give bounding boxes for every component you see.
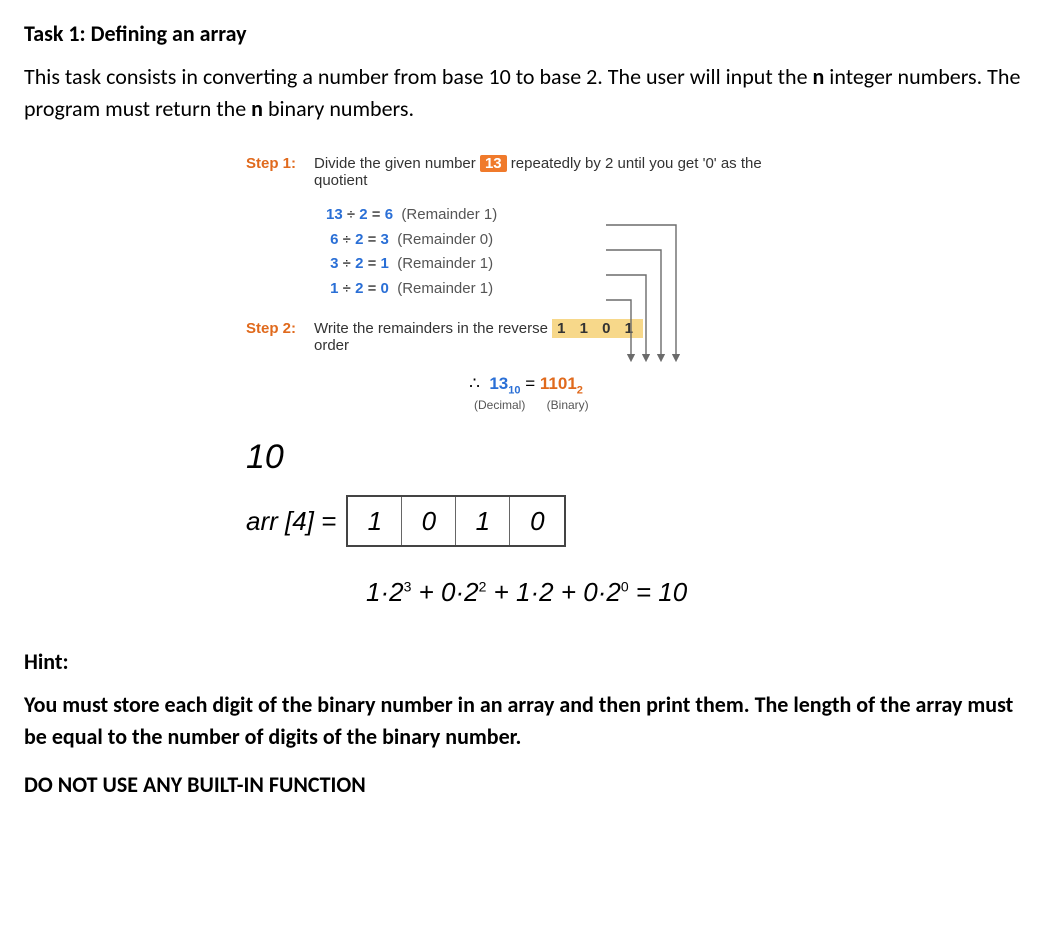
intro-n1: n (813, 63, 825, 90)
hand-ten: 10 (246, 438, 806, 477)
array-label: arr [4] = (246, 506, 336, 537)
div-a: 6 (330, 231, 338, 248)
step2-row: Step 2: Write the remainders in the reve… (246, 320, 806, 354)
div-r: (Remainder 1) (401, 206, 497, 223)
div-q: 1 (381, 255, 389, 272)
concl-decimal: 13 (489, 374, 508, 393)
formula: 1·23 + 0·22 + 1·2 + 0·20 = 10 (366, 577, 806, 608)
division-line: 13 ÷ 2 = 6 (Remainder 1) (326, 203, 806, 228)
conclusion: ∴ 1310 = 11012 (Decimal) (Binary) (246, 374, 806, 412)
div-r: (Remainder 0) (397, 231, 493, 248)
div-b: 2 (355, 231, 363, 248)
step2-text-post: order (314, 337, 349, 354)
step1-text-pre: Divide the given number (314, 155, 480, 172)
array-cell: 0 (510, 497, 564, 545)
concl-binary-sub: 2 (577, 384, 583, 396)
array-row: arr [4] = 1 0 1 0 (246, 495, 806, 547)
div-r: (Remainder 1) (397, 255, 493, 272)
array-cell: 1 (456, 497, 510, 545)
div-a: 1 (330, 280, 338, 297)
concl-binary: 1101 (540, 374, 577, 393)
step1-text: Divide the given number 13 repeatedly by… (314, 155, 806, 189)
intro-pre: This task consists in converting a numbe… (24, 63, 813, 90)
intro-post: binary numbers. (263, 95, 414, 122)
div-q: 3 (381, 231, 389, 248)
div-q: 6 (385, 206, 393, 223)
division-line: 6 ÷ 2 = 3 (Remainder 0) (326, 228, 806, 253)
division-line: 3 ÷ 2 = 1 (Remainder 1) (326, 252, 806, 277)
handwritten-section: 10 arr [4] = 1 0 1 0 1·23 + 0·22 + 1·2 +… (246, 438, 806, 608)
step1-number-highlight: 13 (480, 155, 507, 172)
div-b: 2 (355, 280, 363, 297)
array-cell: 0 (402, 497, 456, 545)
step1-row: Step 1: Divide the given number 13 repea… (246, 155, 806, 189)
concl-eq: = (525, 374, 540, 393)
div-a: 3 (330, 255, 338, 272)
step2-text-pre: Write the remainders in the reverse (314, 320, 552, 337)
div-b: 2 (359, 206, 367, 223)
division-line: 1 ÷ 2 = 0 (Remainder 1) (326, 277, 806, 302)
concl-decimal-sub: 10 (508, 384, 520, 396)
intro-n2: n (251, 95, 263, 122)
array-cell: 1 (348, 497, 402, 545)
intro-paragraph: This task consists in converting a numbe… (24, 61, 1028, 125)
division-steps: 13 ÷ 2 = 6 (Remainder 1) 6 ÷ 2 = 3 (Rema… (326, 203, 806, 302)
hint-body: You must store each digit of the binary … (24, 689, 1028, 753)
div-a: 13 (326, 206, 343, 223)
therefore-symbol: ∴ (469, 374, 480, 393)
binary-label: (Binary) (547, 398, 607, 412)
step2-result-highlight: 1 1 0 1 (552, 319, 643, 338)
array-cells: 1 0 1 0 (346, 495, 566, 547)
task-title: Task 1: Defining an array (24, 20, 1028, 47)
step2-label: Step 2: (246, 320, 304, 337)
conversion-diagram: Step 1: Divide the given number 13 repea… (246, 155, 806, 608)
hint-label: Hint: (24, 648, 1028, 675)
div-q: 0 (381, 280, 389, 297)
step2-text: Write the remainders in the reverse 1 1 … (314, 320, 643, 354)
step1-label: Step 1: (246, 155, 304, 172)
div-b: 2 (355, 255, 363, 272)
div-r: (Remainder 1) (397, 280, 493, 297)
decimal-label: (Decimal) (445, 398, 525, 412)
no-builtin-warning: DO NOT USE ANY BUILT-IN FUNCTION (24, 771, 1028, 798)
